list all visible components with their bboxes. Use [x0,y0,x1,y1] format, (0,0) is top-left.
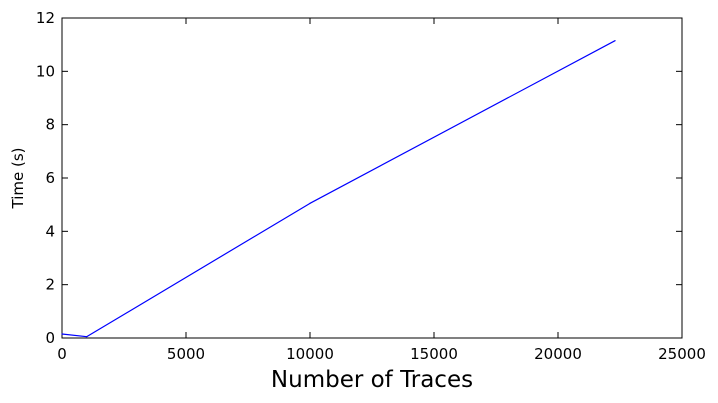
series-point-0-2 [309,202,311,204]
x-tick-label-3: 15000 [410,345,458,363]
series-point-0-3 [614,40,616,42]
y-tick-label-4: 8 [45,116,55,134]
plot-area [61,17,683,339]
series-layer [61,40,616,338]
y-axis-ticks: 0 2 4 6 8 10 12 [36,9,682,347]
x-tick-label-1: 5000 [167,345,205,363]
x-tick-label-2: 10000 [286,345,334,363]
x-tick-label-4: 20000 [534,345,582,363]
y-axis-title: Time (s) [9,148,27,210]
x-tick-label-0: 0 [57,345,67,363]
y-tick-label-6: 12 [36,9,55,27]
y-tick-label-2: 4 [45,222,55,240]
x-axis-ticks: 0 5000 10000 15000 20000 25000 [57,18,706,363]
y-tick-label-1: 2 [45,276,55,294]
y-tick-label-5: 10 [36,62,55,80]
series-point-0-1 [86,336,88,338]
y-tick-label-3: 6 [45,169,55,187]
series-point-0-0 [61,333,63,335]
y-tick-label-0: 0 [45,329,55,347]
series-line-0 [61,40,616,338]
x-tick-label-5: 25000 [658,345,706,363]
x-axis-title: Number of Traces [271,367,473,393]
